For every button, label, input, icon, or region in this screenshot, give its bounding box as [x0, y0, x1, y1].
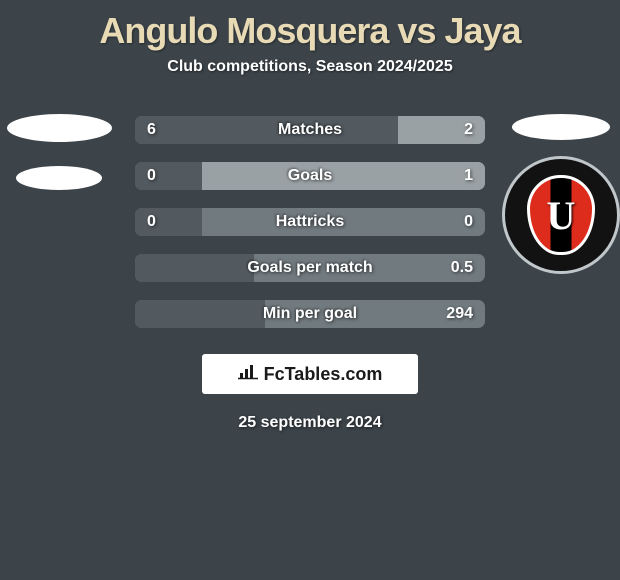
bar-label: Goals per match	[135, 254, 485, 282]
site-logo-text: FcTables.com	[264, 364, 383, 385]
crest-letter: U	[547, 192, 576, 239]
chart-area: U 62Matches 01Goals 00Hattricks 0.5Goals pe…	[0, 116, 620, 328]
bar-label: Matches	[135, 116, 485, 144]
stat-bar: 62Matches	[135, 116, 485, 144]
page-subtitle: Club competitions, Season 2024/2025	[0, 58, 620, 76]
club-crest: U	[502, 156, 620, 274]
crest-shield: U	[527, 175, 594, 256]
bar-label: Min per goal	[135, 300, 485, 328]
page-title: Angulo Mosquera vs Jaya	[0, 0, 620, 52]
stat-bar: 294Min per goal	[135, 300, 485, 328]
stat-bar: 00Hattricks	[135, 208, 485, 236]
stat-bar: 01Goals	[135, 162, 485, 190]
bar-label: Goals	[135, 162, 485, 190]
site-logo: FcTables.com	[202, 354, 418, 394]
avatar-ellipse	[7, 114, 112, 142]
avatar-ellipse	[16, 166, 102, 190]
infographic-root: Angulo Mosquera vs Jaya Club competition…	[0, 0, 620, 580]
player-right-avatar: U	[502, 98, 620, 216]
comparison-bars: 62Matches 01Goals 00Hattricks 0.5Goals per …	[135, 116, 485, 328]
player-left-avatar	[0, 98, 118, 216]
bar-label: Hattricks	[135, 208, 485, 236]
avatar-ellipse	[512, 114, 610, 140]
stat-bar: 0.5Goals per match	[135, 254, 485, 282]
chart-icon	[238, 364, 258, 385]
generation-date: 25 september 2024	[0, 414, 620, 432]
